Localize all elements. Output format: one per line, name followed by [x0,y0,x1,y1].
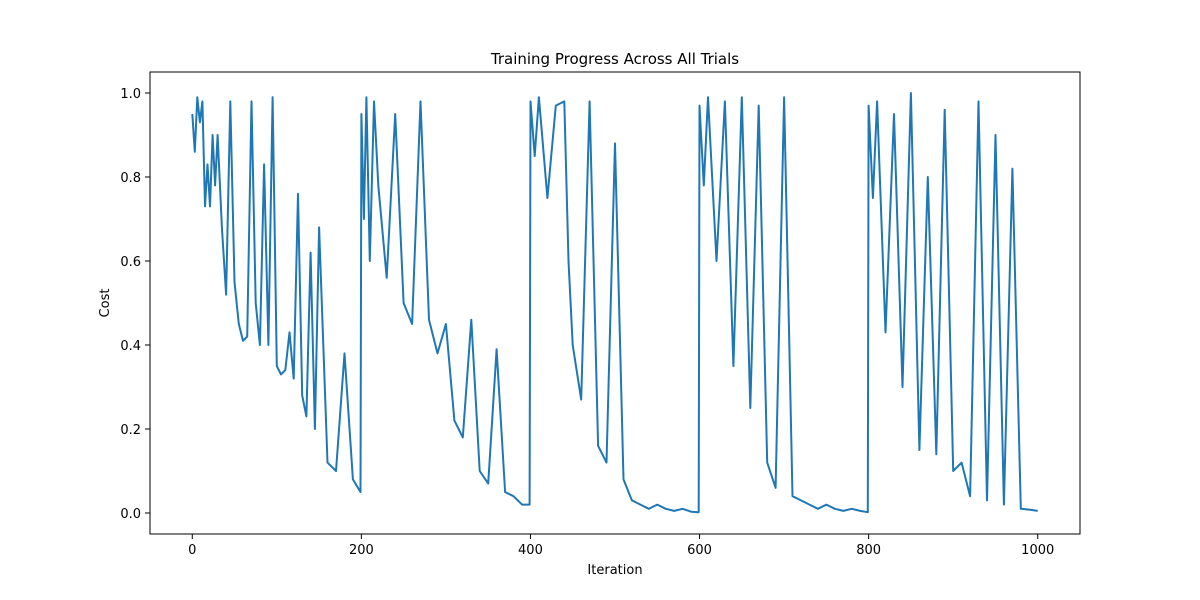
y-axis: 0.0 0.2 0.4 0.6 0.8 1.0 [120,87,150,522]
y-tick-label: 0.6 [120,255,141,270]
x-tick-label: 200 [349,543,374,558]
x-tick-label: 400 [518,543,543,558]
y-tick-label: 0.4 [120,339,141,354]
axes-frame [149,71,1081,535]
x-tick-label: 0 [188,543,196,558]
x-axis: 0 200 400 600 800 1000 [188,534,1054,558]
y-tick-label: 1.0 [120,87,141,102]
x-tick-label: 1000 [1021,543,1054,558]
series-line-0 [191,92,1038,514]
y-axis-label: Cost [98,289,113,318]
x-tick-label: 800 [856,543,881,558]
x-axis-label: Iteration [587,563,642,578]
chart-title: Training Progress Across All Trials [490,50,739,68]
y-tick-label: 0.8 [120,171,141,186]
x-tick-label: 600 [687,543,712,558]
y-tick-label: 0.0 [120,507,141,522]
plot-area [191,92,1038,514]
y-tick-label: 0.2 [120,423,141,438]
